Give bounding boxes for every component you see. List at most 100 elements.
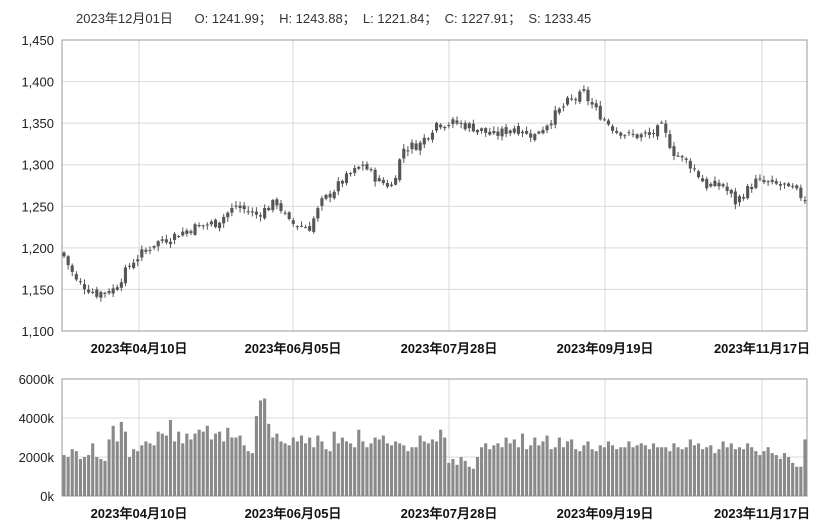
volume-bar: [95, 457, 99, 496]
candle-body: [312, 218, 316, 232]
volume-bar: [349, 443, 353, 496]
candle-body: [717, 182, 721, 187]
volume-bar: [164, 435, 168, 496]
candle-body: [295, 226, 299, 228]
candle-body: [369, 169, 373, 171]
candle-body: [250, 211, 254, 213]
candle-body: [746, 186, 750, 199]
candle-body: [525, 130, 529, 134]
candle-body: [406, 150, 410, 152]
candle-body: [87, 289, 91, 293]
volume-bar: [205, 425, 209, 496]
candle-body: [385, 182, 389, 187]
candle-body: [418, 142, 422, 151]
volume-bar: [512, 439, 516, 496]
candle-body: [557, 108, 561, 113]
candle-body: [344, 173, 349, 184]
price-y-tick-label: 1,100: [21, 324, 54, 339]
volume-bar: [529, 445, 533, 496]
volume-bar: [230, 437, 234, 496]
candle-body: [238, 205, 242, 208]
candle-body: [787, 183, 791, 187]
candle-body: [570, 98, 574, 100]
volume-bar: [406, 451, 410, 496]
volume-bar: [504, 437, 508, 496]
candle-body: [627, 132, 631, 134]
volume-bar: [201, 431, 205, 496]
volume-y-tick-label: 4000k: [19, 411, 55, 426]
candle-body: [545, 125, 549, 131]
volume-bar: [78, 458, 82, 496]
candle-body: [512, 128, 516, 133]
candle-body: [279, 203, 283, 211]
volume-bar: [246, 451, 250, 496]
candle-body: [99, 292, 103, 298]
candle-body: [201, 225, 205, 227]
volume-bar: [582, 445, 586, 496]
volume-bar: [62, 455, 66, 496]
volume-bar: [263, 398, 267, 496]
candle-body: [209, 221, 213, 225]
candle-body: [463, 123, 467, 130]
candle-body: [696, 171, 701, 178]
candle-body: [651, 132, 656, 134]
volume-bar: [471, 468, 475, 496]
volume-bar: [336, 443, 340, 496]
candle-body: [320, 198, 324, 206]
candle-body: [197, 225, 201, 227]
volume-bar: [549, 449, 553, 496]
volume-bar: [439, 429, 443, 496]
volume-bar: [328, 451, 332, 496]
candle-body: [574, 99, 578, 101]
candle-body: [91, 291, 95, 293]
volume-bar: [308, 437, 312, 496]
volume-bar: [545, 435, 549, 496]
volume-x-tick-label: 2023年11月17日: [714, 506, 810, 521]
candle-body: [615, 130, 619, 133]
candle-body: [377, 178, 381, 182]
volume-bar: [103, 460, 107, 496]
candle-body: [778, 184, 782, 186]
volume-y-tick-label: 2000k: [19, 450, 55, 465]
volume-bar: [590, 449, 594, 496]
volume-bar: [381, 435, 385, 496]
price-y-tick-label: 1,200: [21, 241, 54, 256]
volume-bar: [475, 457, 480, 496]
volume-bar: [598, 445, 602, 496]
candle-body: [66, 256, 70, 266]
readout-values: O: 1241.99； H: 1243.88； L: 1221.84； C: 1…: [194, 11, 592, 26]
volume-bar: [148, 443, 152, 496]
volume-bar: [594, 451, 598, 496]
volume-bar: [369, 443, 373, 496]
volume-bar: [574, 449, 578, 496]
candle-body: [639, 134, 643, 138]
volume-bar: [111, 425, 115, 496]
volume-bar: [377, 439, 381, 496]
candle-body: [516, 126, 520, 134]
volume-bar: [304, 443, 308, 496]
volume-bar: [500, 447, 504, 496]
volume-bar: [570, 439, 574, 496]
price-y-tick-label: 1,450: [21, 33, 54, 48]
volume-bar: [561, 447, 565, 496]
volume-bar: [316, 435, 320, 496]
candle-body: [451, 119, 455, 125]
candle-body: [729, 189, 733, 194]
volume-bar: [254, 416, 258, 496]
candle-body: [402, 148, 406, 159]
volume-plot-frame: [61, 378, 808, 497]
candle-body: [103, 292, 107, 294]
candle-body: [496, 131, 500, 136]
candle-body: [62, 252, 66, 257]
volume-bar: [283, 443, 287, 496]
price-y-tick-label: 1,350: [21, 116, 54, 131]
volume-bar: [672, 443, 676, 496]
candle-body: [439, 124, 443, 128]
volume-bar: [508, 443, 512, 496]
volume-bar: [553, 447, 557, 496]
candle-body: [504, 127, 508, 134]
candle-body: [602, 119, 606, 121]
volume-bar: [168, 419, 173, 496]
candle-body: [590, 102, 594, 105]
